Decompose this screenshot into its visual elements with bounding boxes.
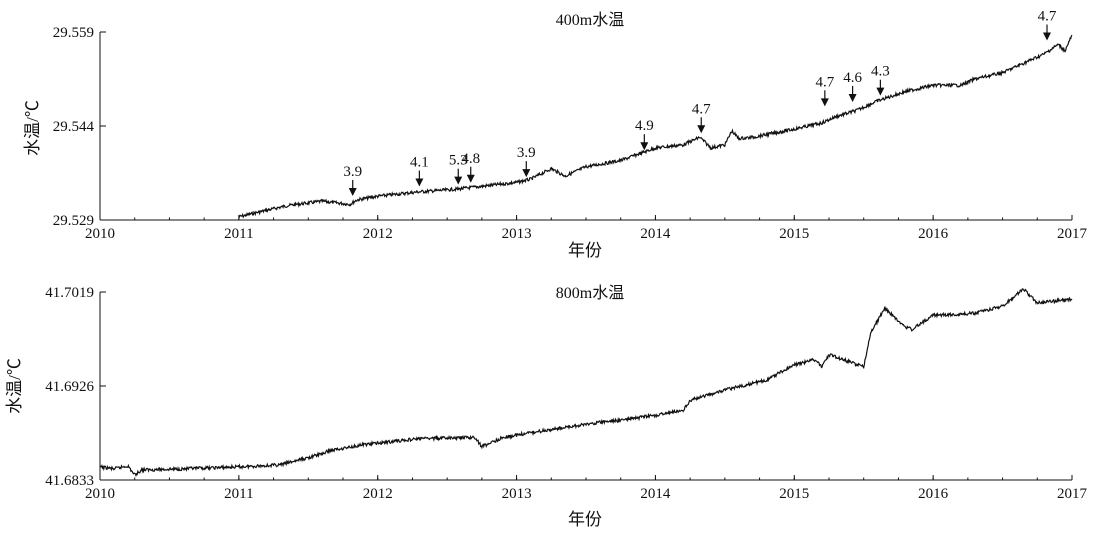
chart-800m-x-tick-label: 2016 bbox=[918, 486, 949, 502]
chart-400m-x-tick-label: 2016 bbox=[918, 226, 949, 242]
chart-400m-x-tick-label: 2012 bbox=[363, 226, 393, 242]
chart-400m-title: 400m水温 bbox=[556, 11, 624, 29]
chart-400m-annotation-label: 4.7 bbox=[815, 74, 834, 90]
chart-400m-annotation-arrow: 5.3 bbox=[449, 153, 468, 185]
chart-400m-annotation-head bbox=[820, 98, 829, 107]
chart-800m: 800m水温 2010 2011 2012 2013 2014 2015 2016 2017 … bbox=[5, 284, 1088, 529]
chart-400m-annotation-label: 4.8 bbox=[461, 151, 480, 167]
chart-400m-y-tick-label: 29.544 bbox=[53, 119, 95, 135]
chart-400m-xlabel: 年份 bbox=[568, 241, 602, 260]
chart-400m-annotation-label: 4.7 bbox=[692, 101, 711, 117]
chart-400m-y-tick-label: 29.559 bbox=[53, 25, 94, 41]
chart-800m-x-tick-label: 2010 bbox=[85, 486, 115, 502]
chart-400m-annotation-label: 4.9 bbox=[635, 118, 654, 134]
chart-400m-annotation-head bbox=[522, 169, 531, 178]
chart-400m-annotation-head bbox=[454, 176, 463, 185]
chart-400m-annotation-label: 3.9 bbox=[517, 145, 536, 161]
chart-400m-annotation-label: 3.9 bbox=[343, 164, 362, 180]
chart-400m-annotation-arrow: 4.9 bbox=[635, 118, 654, 151]
chart-400m-annotation-head bbox=[640, 142, 649, 151]
chart-800m-x-tick-label: 2013 bbox=[502, 486, 532, 502]
chart-400m-annotation-arrow: 4.3 bbox=[871, 64, 890, 96]
chart-400m-y-tick-label: 29.529 bbox=[53, 213, 94, 229]
chart-400m-series-line bbox=[238, 34, 1073, 219]
chart-400m-annotation-arrow: 4.7 bbox=[1038, 9, 1057, 41]
chart-800m-y-tick-label: 41.6926 bbox=[45, 379, 94, 395]
chart-800m-xlabel: 年份 bbox=[568, 510, 602, 529]
chart-800m-x-ticks: 2010 2011 2012 2013 2014 2015 2016 2017 bbox=[85, 475, 1088, 502]
chart-800m-x-tick-label: 2011 bbox=[224, 486, 253, 502]
chart-400m-annotation-head bbox=[697, 125, 706, 134]
chart-400m: 400m水温 2010 2011 2012 2013 2014 2015 2016 2017 … bbox=[23, 9, 1088, 260]
chart-400m-y-ticks: 29.529 29.544 29.559 bbox=[53, 25, 106, 229]
chart-400m-annotation-label: 4.6 bbox=[843, 70, 862, 86]
chart-800m-x-tick-label: 2017 bbox=[1057, 486, 1088, 502]
chart-400m-annotation-label: 4.3 bbox=[871, 64, 890, 80]
chart-400m-annotation-arrow: 4.8 bbox=[461, 151, 480, 183]
chart-800m-series-line bbox=[99, 288, 1073, 478]
chart-800m-y-tick-label: 41.7019 bbox=[45, 285, 94, 301]
chart-800m-x-tick-label: 2012 bbox=[363, 486, 393, 502]
chart-400m-ylabel: 水温/℃ bbox=[23, 100, 42, 156]
chart-400m-x-tick-label: 2017 bbox=[1057, 226, 1088, 242]
chart-400m-x-tick-label: 2014 bbox=[640, 226, 671, 242]
chart-400m-annotation-arrow: 3.9 bbox=[343, 164, 362, 196]
chart-400m-annotation-arrow: 3.9 bbox=[517, 145, 536, 178]
chart-400m-annotation-head bbox=[466, 174, 475, 183]
chart-800m-x-tick-label: 2015 bbox=[779, 486, 809, 502]
chart-400m-annotation-arrow: 4.6 bbox=[843, 70, 862, 102]
chart-400m-annotation-label: 4.7 bbox=[1038, 9, 1057, 25]
chart-400m-x-tick-label: 2010 bbox=[85, 226, 115, 242]
chart-400m-x-ticks: 2010 2011 2012 2013 2014 2015 2016 2017 bbox=[85, 215, 1088, 242]
chart-400m-annotation-arrow: 4.1 bbox=[410, 155, 429, 187]
chart-400m-annotation-head bbox=[848, 93, 857, 102]
chart-400m-annotation-head bbox=[876, 87, 885, 96]
chart-800m-y-tick-label: 41.6833 bbox=[45, 473, 94, 489]
chart-400m-annotation-label: 5.3 bbox=[449, 153, 468, 169]
chart-800m-ylabel: 水温/℃ bbox=[5, 358, 24, 414]
chart-400m-annotation-arrow: 4.7 bbox=[815, 74, 835, 107]
chart-400m-x-tick-label: 2013 bbox=[502, 226, 532, 242]
chart-800m-y-ticks: 41.6833 41.6926 41.7019 bbox=[45, 285, 106, 489]
chart-400m-annotation-head bbox=[1043, 32, 1052, 41]
chart-400m-annotation-arrow: 4.7 bbox=[692, 101, 711, 134]
chart-800m-x-tick-label: 2014 bbox=[640, 486, 671, 502]
chart-400m-annotation-label: 4.1 bbox=[410, 155, 429, 171]
chart-400m-annotations: 3.9 4.1 5.34.8 3.9 4.9 4.7 4.7 4.6 4.3 4.7 bbox=[343, 9, 1057, 196]
chart-400m-annotation-head bbox=[415, 178, 424, 187]
chart-400m-x-tick-label: 2015 bbox=[779, 226, 809, 242]
chart-400m-x-tick-label: 2011 bbox=[224, 226, 253, 242]
chart-400m-annotation-head bbox=[348, 187, 357, 196]
chart-800m-title: 800m水温 bbox=[556, 284, 624, 302]
